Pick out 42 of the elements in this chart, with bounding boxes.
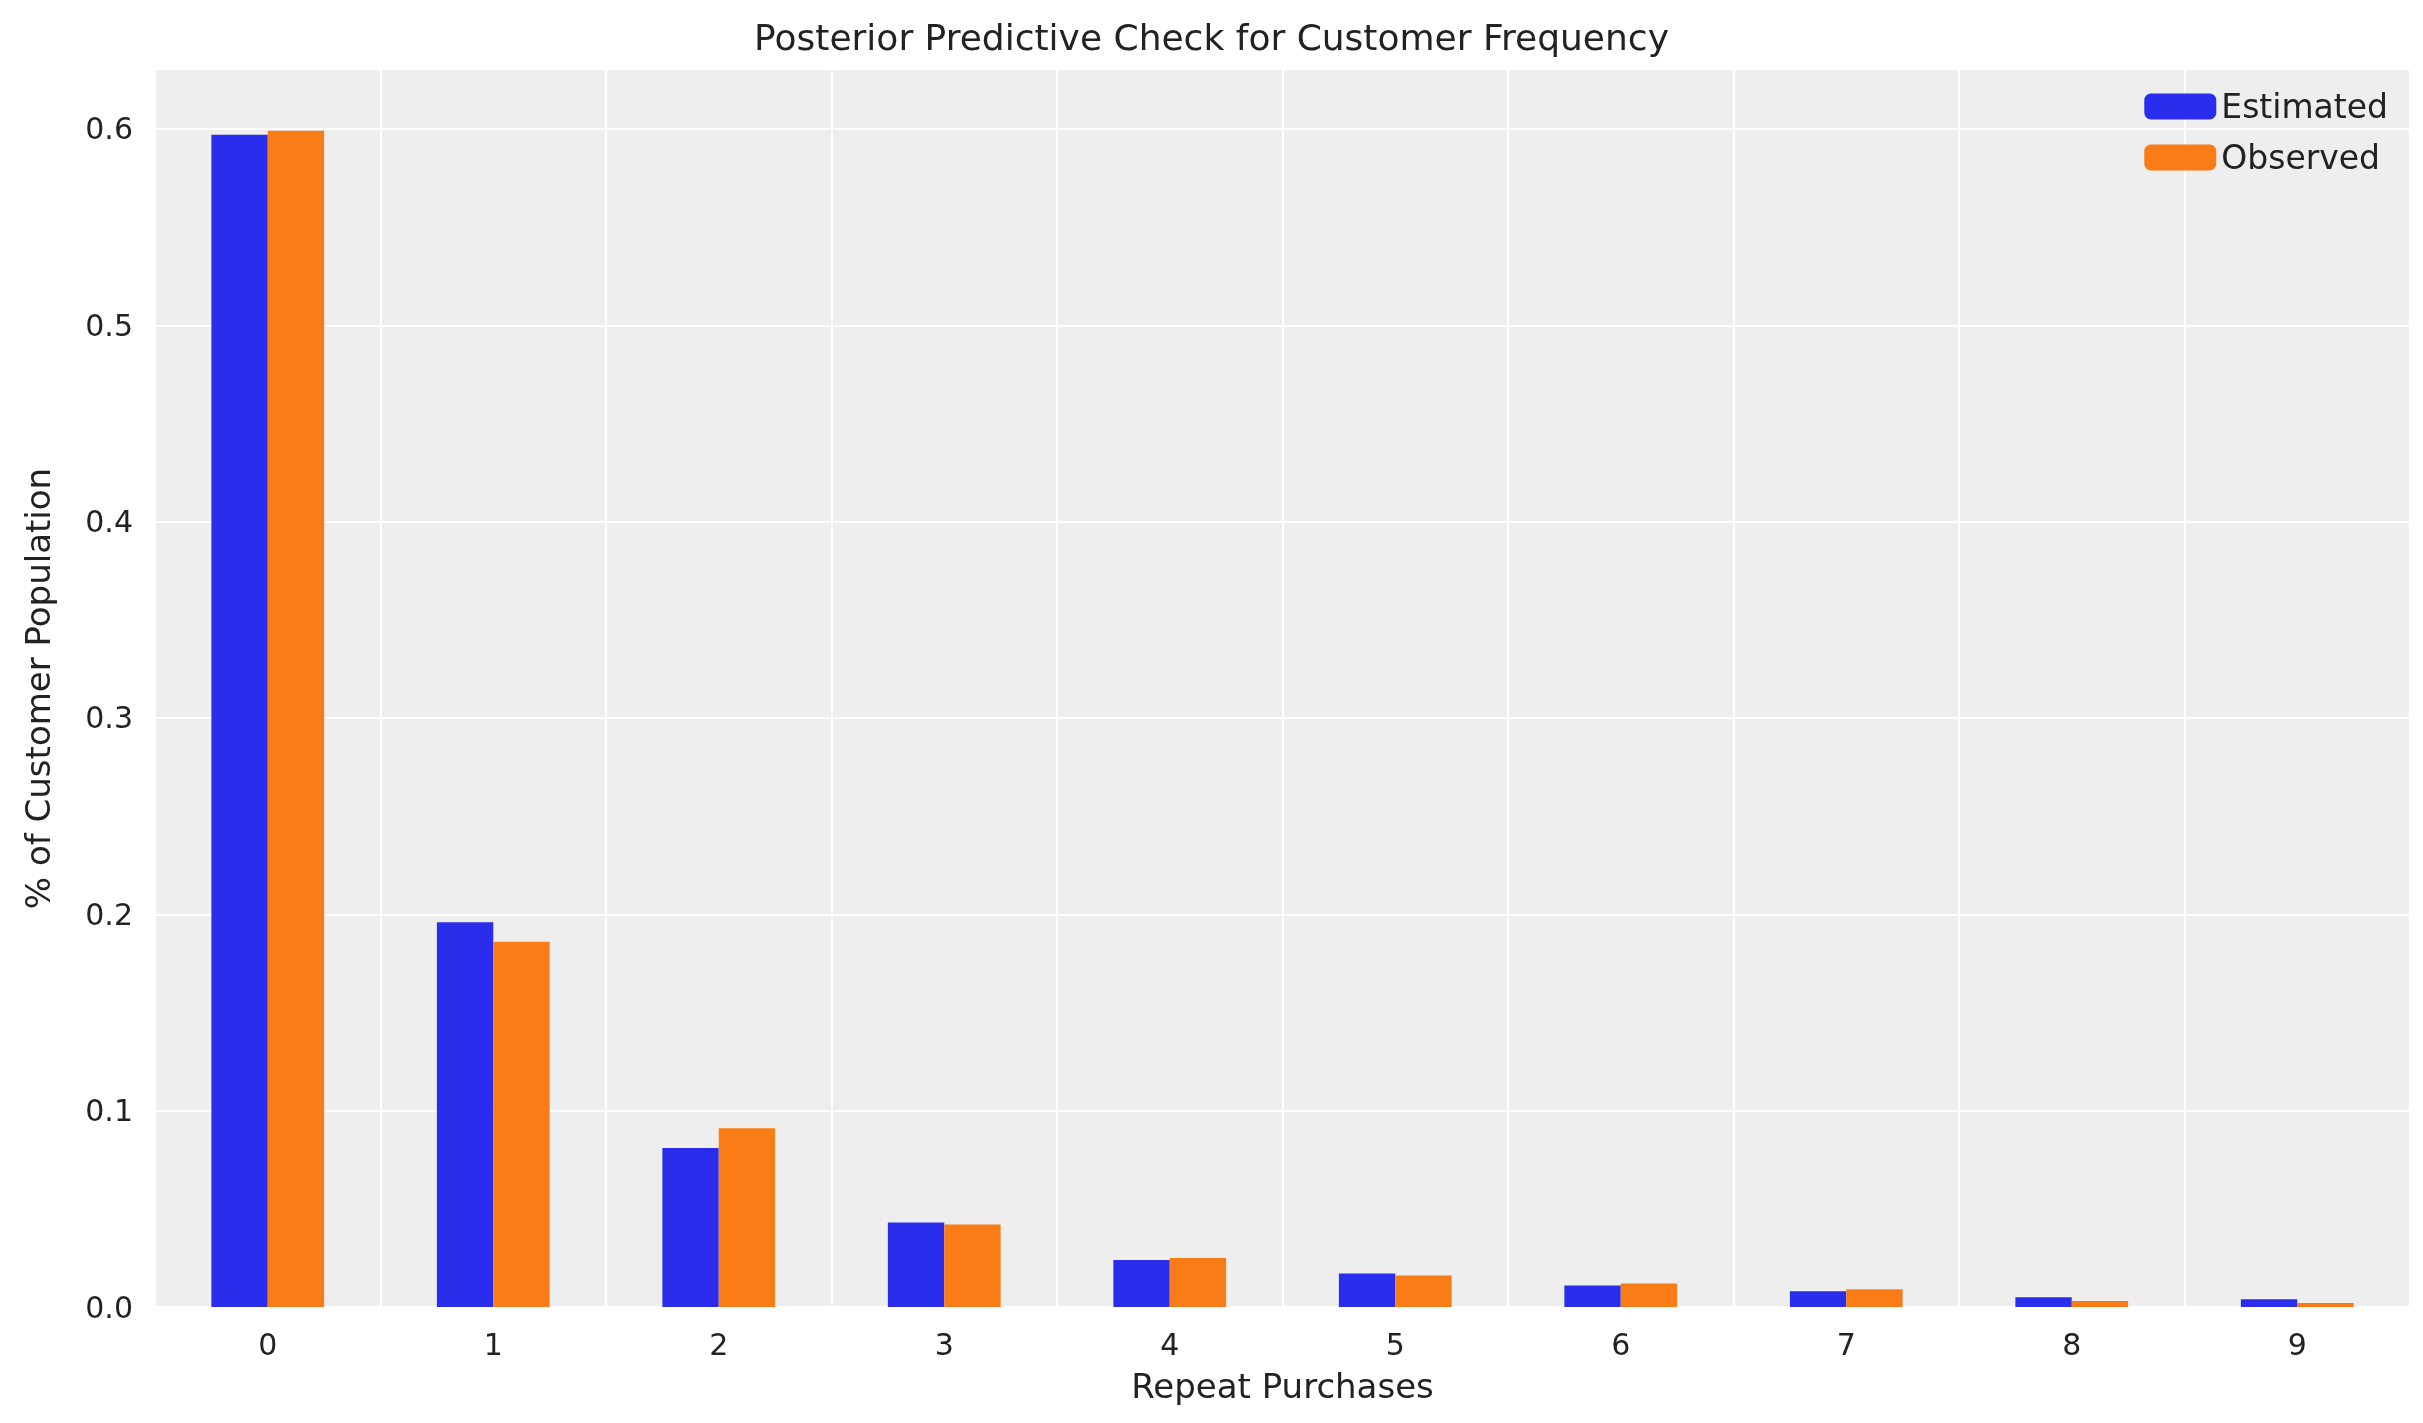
bar	[1789, 1291, 1847, 1307]
bar	[1338, 1273, 1396, 1307]
x-tick-label: 1	[483, 1326, 503, 1362]
x-tick-label: 8	[2062, 1326, 2082, 1362]
bar	[944, 1224, 1001, 1307]
bar	[1564, 1285, 1621, 1307]
legend-label: Estimated	[2221, 87, 2389, 126]
x-tick-label: 4	[1160, 1326, 1180, 1362]
bar	[2071, 1301, 2129, 1307]
legend-label: Observed	[2221, 138, 2381, 177]
y-axis-title: % of Customer Population	[18, 467, 58, 910]
x-tick-label: 6	[1611, 1326, 1631, 1362]
bar	[2240, 1299, 2298, 1307]
y-tick-label: 0.1	[85, 1093, 133, 1129]
x-tick-label: 2	[709, 1326, 729, 1362]
x-tick-label: 5	[1385, 1326, 1405, 1362]
bar	[1620, 1283, 1678, 1307]
y-tick-label: 0.3	[85, 700, 133, 736]
y-tick-label: 0.2	[85, 896, 133, 932]
y-tick-label: 0.4	[85, 504, 133, 540]
x-tick-label: 0	[258, 1326, 278, 1362]
bar	[662, 1147, 719, 1307]
y-tick-label: 0.0	[85, 1289, 133, 1325]
bar	[1846, 1289, 1903, 1307]
bar	[2297, 1303, 2354, 1307]
chart-title: Posterior Predictive Check for Customer Frequency	[754, 16, 1669, 58]
x-tick-label: 9	[2287, 1326, 2307, 1362]
bar	[1169, 1257, 1227, 1307]
y-tick-label: 0.5	[85, 307, 133, 343]
bar	[1113, 1259, 1170, 1307]
bar	[1395, 1275, 1452, 1307]
x-axis-title: Repeat Purchases	[1131, 1366, 1434, 1406]
x-tick-label: 3	[934, 1326, 954, 1362]
bar	[887, 1222, 945, 1307]
bar	[211, 134, 268, 1307]
bar	[718, 1128, 776, 1307]
bar	[2015, 1297, 2072, 1307]
x-tick-label: 7	[1836, 1326, 1856, 1362]
bar	[493, 941, 550, 1307]
y-tick-label: 0.6	[85, 111, 133, 147]
bar	[436, 922, 494, 1307]
bar	[267, 130, 325, 1307]
